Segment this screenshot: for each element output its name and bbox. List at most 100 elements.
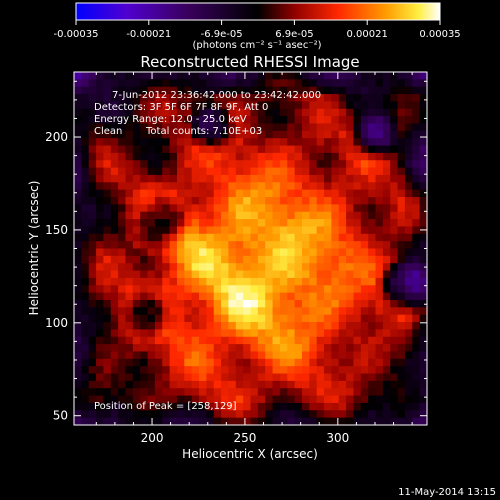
heatmap-cell	[235, 189, 244, 198]
heatmap-cell	[228, 94, 237, 103]
heatmap-cell	[316, 138, 325, 147]
heatmap-cell	[265, 410, 274, 419]
heatmap-cell	[140, 380, 149, 389]
heatmap-cell	[118, 189, 127, 198]
heatmap-cell	[199, 182, 207, 191]
heatmap-cell	[162, 410, 171, 419]
heatmap-cell	[169, 410, 178, 419]
heatmap-cell	[191, 277, 200, 286]
heatmap-cell	[199, 285, 207, 294]
heatmap-cell	[272, 314, 281, 323]
heatmap-cell	[279, 366, 288, 375]
heatmap-cell	[250, 130, 259, 139]
heatmap-cell	[390, 152, 399, 161]
heatmap-cell	[250, 314, 259, 323]
heatmap-cell	[412, 322, 421, 330]
heatmap-cell	[272, 388, 281, 397]
heatmap-cell	[235, 204, 244, 213]
heatmap-cell	[257, 197, 266, 205]
heatmap-cell	[103, 270, 112, 279]
heatmap-cell	[110, 351, 119, 360]
heatmap-cell	[316, 197, 325, 205]
heatmap-cell	[404, 123, 413, 132]
heatmap-cell	[206, 417, 215, 425]
heatmap-cell	[96, 79, 105, 88]
heatmap-cell	[118, 285, 127, 294]
heatmap-cell	[147, 417, 156, 425]
heatmap-cell	[279, 344, 288, 353]
heatmap-cell	[74, 263, 82, 272]
heatmap-cell	[390, 130, 399, 139]
heatmap-cell	[360, 329, 369, 338]
heatmap-cell	[368, 182, 377, 191]
heatmap-cell	[287, 388, 296, 397]
heatmap-cell	[309, 167, 318, 176]
heatmap-cell	[147, 101, 156, 110]
heatmap-cell	[397, 145, 406, 154]
heatmap-cell	[353, 108, 362, 117]
heatmap-cell	[235, 211, 244, 220]
heatmap-cell	[125, 292, 134, 301]
heatmap-cell	[390, 197, 399, 205]
heatmap-cell	[404, 395, 413, 404]
heatmap-cell	[169, 329, 178, 338]
heatmap-cell	[375, 123, 384, 132]
heatmap-cell	[96, 270, 105, 279]
heatmap-cell	[81, 160, 90, 169]
heatmap-cell	[213, 351, 222, 360]
heatmap-cell	[265, 116, 274, 125]
heatmap-cell	[81, 138, 90, 147]
heatmap-cell	[257, 123, 266, 132]
heatmap-cell	[294, 145, 303, 154]
heatmap-cell	[265, 211, 274, 220]
heatmap-cell	[140, 197, 149, 205]
heatmap-cell	[213, 285, 222, 294]
heatmap-cell	[147, 299, 156, 308]
heatmap-cell	[221, 211, 230, 220]
heatmap-cell	[191, 336, 200, 345]
heatmap-cell	[132, 255, 141, 264]
heatmap-cell	[191, 211, 200, 220]
heatmap-cell	[132, 219, 141, 228]
heatmap-cell	[316, 344, 325, 353]
heatmap-cell	[235, 248, 244, 257]
heatmap-cell	[154, 174, 163, 183]
heatmap-cell	[301, 277, 310, 286]
heatmap-cell	[206, 410, 215, 419]
heatmap-cell	[294, 86, 303, 95]
heatmap-cell	[235, 241, 244, 250]
heatmap-cell	[368, 219, 377, 228]
heatmap-cell	[228, 116, 237, 125]
heatmap-cell	[184, 94, 193, 103]
heatmap-cell	[287, 329, 296, 338]
heatmap-cell	[375, 197, 384, 205]
heatmap-cell	[221, 86, 230, 95]
heatmap-cell	[412, 189, 421, 198]
heatmap-cell	[147, 182, 156, 191]
heatmap-cell	[360, 182, 369, 191]
heatmap-cell	[419, 285, 427, 294]
heatmap-cell	[279, 130, 288, 139]
heatmap-cell	[110, 233, 119, 242]
heatmap-cell	[162, 116, 171, 125]
heatmap-cell	[110, 79, 119, 88]
heatmap-cell	[309, 197, 318, 205]
heatmap-cell	[132, 366, 141, 375]
heatmap-cell	[132, 402, 141, 411]
heatmap-cell	[74, 388, 82, 397]
heatmap-cell	[390, 116, 399, 125]
heatmap-cell	[110, 152, 119, 161]
heatmap-cell	[206, 366, 215, 375]
heatmap-cell	[199, 94, 207, 103]
heatmap-cell	[346, 395, 355, 404]
heatmap-cell	[103, 402, 112, 411]
heatmap-cell	[375, 174, 384, 183]
heatmap-cell	[140, 101, 149, 110]
heatmap-cell	[338, 189, 347, 198]
heatmap-cell	[404, 108, 413, 117]
heatmap-cell	[419, 174, 427, 183]
heatmap-cell	[96, 388, 105, 397]
heatmap-cell	[147, 174, 156, 183]
heatmap-cell	[294, 329, 303, 338]
heatmap-cell	[228, 263, 237, 272]
